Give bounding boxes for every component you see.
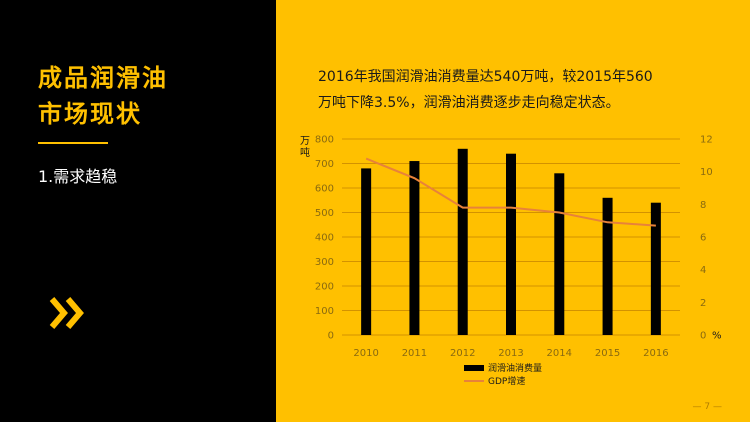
y-tick-label: 600 — [315, 184, 334, 195]
y-tick-label: 400 — [315, 233, 334, 244]
bar — [506, 153, 516, 335]
bar — [602, 197, 613, 335]
y-axis-label: 万 — [300, 136, 310, 147]
title-line-1: 成品润滑油 — [38, 64, 168, 92]
y2-tick-label: 8 — [700, 200, 706, 211]
bar — [554, 173, 565, 335]
y2-tick-label: 2 — [700, 298, 706, 309]
left-panel: 成品润滑油 市场现状 1.需求趋稳 — [0, 0, 276, 422]
x-tick-label: 2011 — [402, 348, 427, 359]
x-tick-label: 2016 — [643, 348, 668, 359]
title-line-2: 市场现状 — [38, 100, 142, 128]
x-tick-label: 2014 — [547, 348, 572, 359]
y2-tick-label: 6 — [700, 233, 706, 244]
y-tick-label: 100 — [315, 306, 334, 317]
y2-axis-label: % — [712, 331, 722, 342]
y-tick-label: 500 — [315, 208, 334, 219]
y-tick-label: 200 — [315, 282, 334, 293]
y-tick-label: 800 — [315, 135, 334, 146]
gdp-line — [365, 157, 656, 227]
bar — [409, 161, 420, 335]
description-line-2: 万吨下降3.5%，润滑油消费逐步走向稳定状态。 — [318, 95, 620, 111]
x-tick-label: 2010 — [353, 348, 378, 359]
consumption-gdp-chart: 0 100 200 300 400 500 600 700 800 0 2 4 6 8 10 12 万吨% 201… — [300, 135, 722, 388]
y-tick-label: 300 — [315, 257, 334, 268]
description-line-1: 2016年我国润滑油消费量达540万吨，较2015年560 — [318, 69, 653, 85]
bar — [361, 168, 372, 335]
legend-swatch-bar — [464, 365, 484, 371]
double-chevron-right-icon — [49, 297, 84, 329]
x-tick-label: 2012 — [450, 348, 475, 359]
y-tick-label: 0 — [328, 331, 334, 342]
bar — [650, 202, 661, 335]
page-number: — 7 — — [692, 402, 722, 412]
subtitle: 1.需求趋稳 — [38, 167, 118, 186]
x-tick-label: 2015 — [595, 348, 620, 359]
y2-tick-label: 0 — [700, 331, 706, 342]
legend-label-gdp: GDP增速 — [488, 375, 525, 387]
y2-tick-label: 10 — [700, 167, 713, 178]
y2-tick-label: 12 — [700, 135, 713, 146]
y2-tick-label: 4 — [700, 265, 706, 276]
y-tick-label: 700 — [315, 159, 334, 170]
title-divider — [38, 142, 108, 144]
bar — [457, 148, 468, 335]
x-tick-label: 2013 — [498, 348, 523, 359]
y-axis-label: 吨 — [300, 146, 310, 159]
legend-label-consumption: 润滑油消费量 — [488, 362, 542, 374]
